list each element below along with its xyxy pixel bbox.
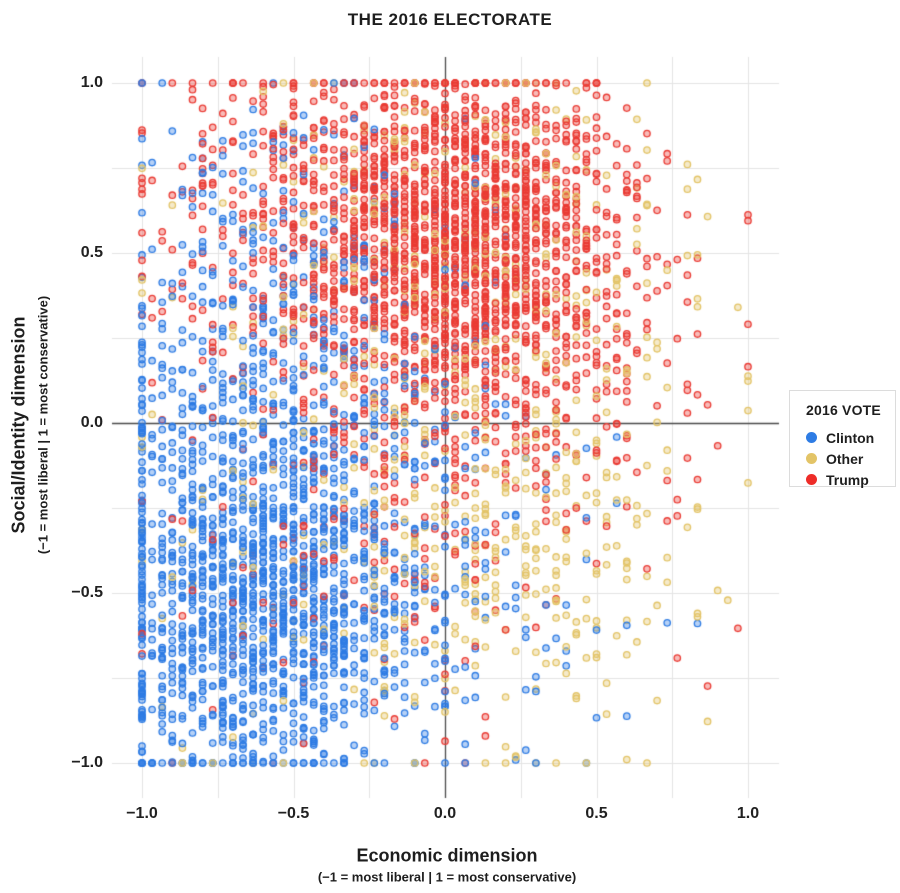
legend-swatch-icon	[806, 453, 817, 464]
legend-item-label: Clinton	[826, 429, 875, 446]
legend: 2016 VOTE Clinton Other Trump	[789, 390, 896, 490]
legend-item-label: Trump	[826, 471, 869, 488]
legend-items: Clinton Other Trump	[806, 427, 895, 490]
x-tick-label: 0.0	[433, 805, 457, 822]
x-tick-label: 0.5	[585, 805, 608, 822]
x-axis-sublabel: (−1 = most liberal | 1 = most conservati…	[317, 869, 577, 885]
legend-swatch-icon	[806, 474, 817, 485]
y-tick-label: −1.0	[71, 754, 103, 771]
y-tick-label: 0.5	[80, 244, 103, 261]
legend-item-trump: Trump	[806, 469, 895, 490]
legend-item-clinton: Clinton	[806, 427, 895, 448]
legend-title: 2016 VOTE	[806, 402, 881, 418]
x-tick-label: −0.5	[277, 805, 310, 822]
legend-swatch-icon	[806, 432, 817, 443]
chart-title: THE 2016 ELECTORATE	[347, 10, 553, 29]
x-axis-label: Economic dimension	[356, 845, 538, 866]
x-tick-label: −1.0	[126, 805, 158, 822]
y-tick-label: 1.0	[80, 74, 103, 91]
legend-item-other: Other	[806, 448, 895, 469]
legend-item-label: Other	[826, 450, 864, 467]
y-tick-label: 0.0	[80, 414, 103, 431]
y-axis-label: Social/Identity dimension	[8, 316, 29, 534]
x-tick-label: 1.0	[736, 805, 760, 822]
y-tick-label: −0.5	[71, 584, 103, 601]
y-axis-sublabel: (−1 = most liberal | 1 = most conservati…	[35, 295, 51, 555]
